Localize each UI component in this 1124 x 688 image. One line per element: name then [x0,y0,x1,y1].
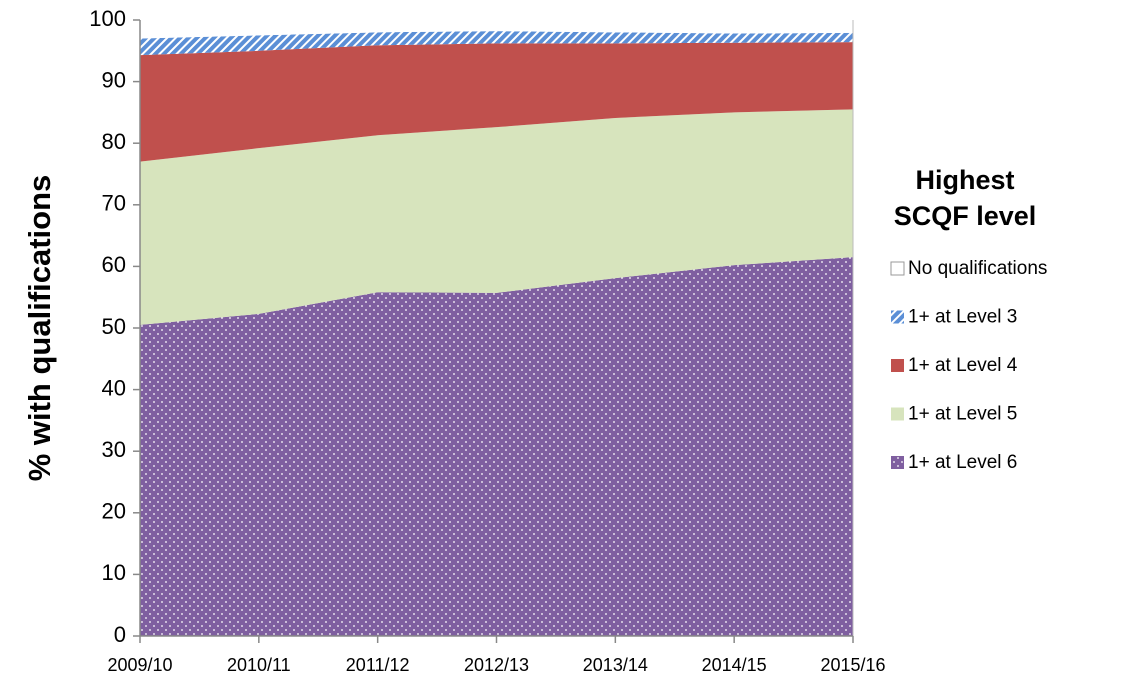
legend-title: Highest SCQF level [893,165,1037,231]
legend-swatch [891,359,904,372]
area [140,31,853,56]
legend-label: 1+ at Level 3 [908,307,1017,328]
legend-swatch [890,261,905,276]
x-tick-label: 2012/13 [464,655,529,675]
x-tick-label: 2015/16 [820,655,885,675]
y-tick-label: 80 [102,129,126,154]
legend-swatch [891,407,904,421]
x-tick-label: 2011/12 [346,655,410,675]
y-tick-label: 70 [102,191,126,216]
x-tick-label: 2013/14 [583,655,648,675]
x-tick-label: 2010/11 [227,655,291,675]
legend-label: 1+ at Level 4 [908,355,1018,376]
area [140,42,853,162]
legend-label: No qualifications [908,258,1047,279]
legend-swatch [891,310,904,324]
y-tick-label: 0 [114,622,126,647]
area [140,109,853,325]
y-axis-label: % with qualifications [22,175,57,482]
legend-label: 1+ at Level 5 [908,404,1017,425]
y-tick-label: 100 [89,6,126,31]
area [140,257,853,636]
y-tick-label: 50 [102,314,126,339]
x-tick-label: 2014/15 [702,655,767,675]
x-tick-label: 2009/10 [107,655,172,675]
legend-swatch [891,456,904,469]
y-tick-label: 10 [102,560,126,585]
y-tick-label: 40 [102,375,126,400]
y-tick-label: 60 [102,252,126,277]
area [140,20,853,39]
y-tick-label: 90 [102,67,126,92]
legend-label: 1+ at Level 6 [908,452,1017,473]
y-tick-label: 20 [102,499,126,524]
y-tick-label: 30 [102,437,126,462]
